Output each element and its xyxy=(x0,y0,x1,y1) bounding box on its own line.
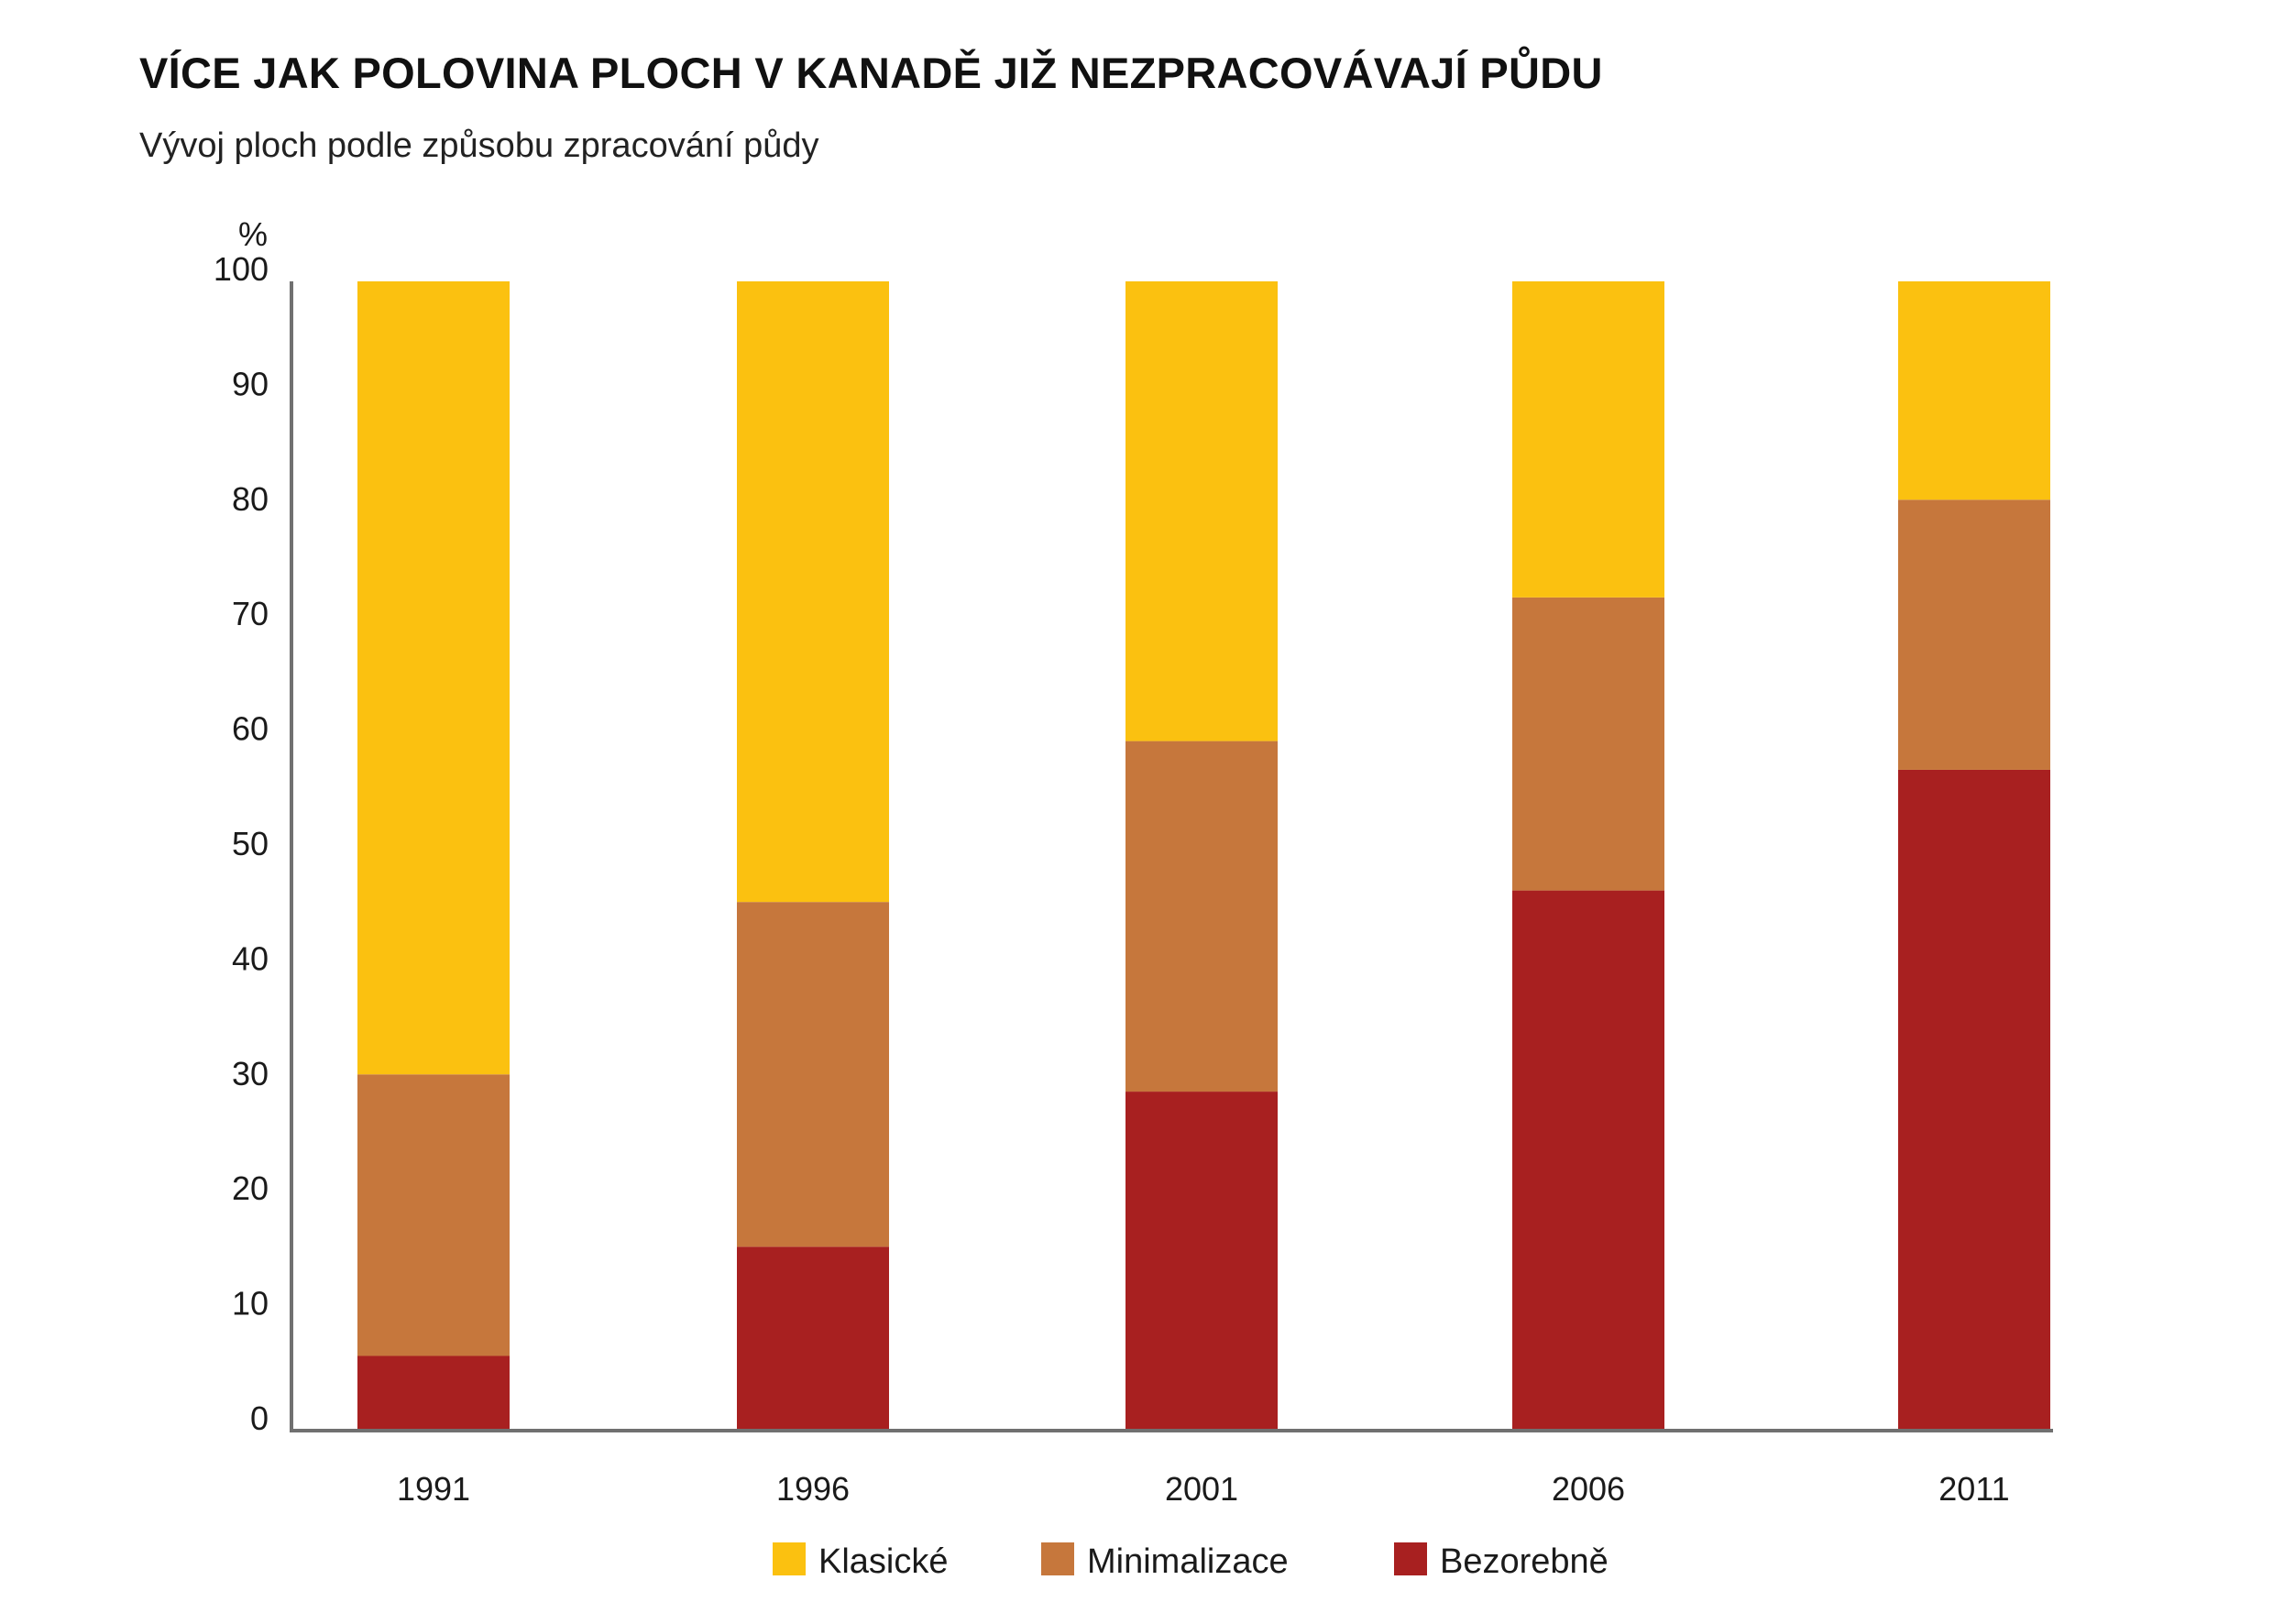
y-tick-label: 20 xyxy=(232,1169,269,1207)
bar-segment-2006-klasické xyxy=(1512,281,1664,598)
legend-item-klasické: Klasické xyxy=(773,1542,949,1581)
bar-segment-2006-minimalizace xyxy=(1512,597,1664,891)
x-tick-label: 1996 xyxy=(776,1470,850,1508)
bar-segment-2011-klasické xyxy=(1898,281,2050,500)
y-tick-label: 30 xyxy=(232,1055,269,1092)
bar-segment-1996-klasické xyxy=(737,281,889,903)
chart-subtitle: Vývoj ploch podle způsobu zpracování půd… xyxy=(139,126,819,165)
y-tick-label: 90 xyxy=(232,365,269,402)
legend-swatch xyxy=(1394,1542,1427,1575)
bar-segment-1996-minimalizace xyxy=(737,902,889,1247)
chart-title: VÍCE JAK POLOVINA PLOCH V KANADĚ JIŽ NEZ… xyxy=(139,49,1603,97)
bar-segment-2006-bezorebně xyxy=(1512,890,1664,1431)
y-tick-label: 40 xyxy=(232,939,269,977)
bar-segment-1991-minimalizace xyxy=(357,1074,510,1356)
x-tick-label: 2011 xyxy=(1938,1470,2009,1508)
legend-item-bezorebně: Bezorebně xyxy=(1394,1542,1609,1581)
legend-label: Minimalizace xyxy=(1087,1542,1289,1581)
legend-item-minimalizace: Minimalizace xyxy=(1041,1542,1289,1581)
y-axis-unit-label: % xyxy=(238,215,268,253)
bar-segment-1991-bezorebně xyxy=(357,1355,510,1431)
x-tick-label: 2001 xyxy=(1165,1470,1238,1508)
legend: Klasické Minimalizace Bezorebně xyxy=(773,1542,1609,1581)
bar-segment-2001-klasické xyxy=(1126,281,1278,741)
bar-segment-2001-bezorebně xyxy=(1126,1092,1278,1431)
y-tick-label: 50 xyxy=(232,825,269,862)
x-axis-labels: 1991 1996 2001 2006 2011 xyxy=(397,1470,2010,1508)
y-tick-label: 0 xyxy=(250,1399,269,1437)
bar-segment-2011-minimalizace xyxy=(1898,499,2050,770)
x-tick-label: 1991 xyxy=(397,1470,470,1508)
y-tick-label: 100 xyxy=(214,250,269,288)
bar-segment-1996-bezorebně xyxy=(737,1246,889,1431)
y-tick-label: 60 xyxy=(232,710,269,748)
bar-segment-1991-klasické xyxy=(357,281,510,1075)
bars xyxy=(357,281,2050,1431)
x-tick-label: 2006 xyxy=(1552,1470,1625,1508)
legend-label: Bezorebně xyxy=(1440,1542,1609,1581)
bar-segment-2011-bezorebně xyxy=(1898,769,2050,1431)
y-tick-label: 10 xyxy=(232,1285,269,1322)
legend-label: Klasické xyxy=(818,1542,949,1581)
legend-swatch xyxy=(773,1542,806,1575)
y-axis-ticks: 0 10 20 30 40 50 60 70 80 90 100 xyxy=(214,250,269,1437)
y-tick-label: 80 xyxy=(232,480,269,518)
bar-segment-2001-minimalizace xyxy=(1126,741,1278,1092)
legend-swatch xyxy=(1041,1542,1074,1575)
y-tick-label: 70 xyxy=(232,595,269,632)
